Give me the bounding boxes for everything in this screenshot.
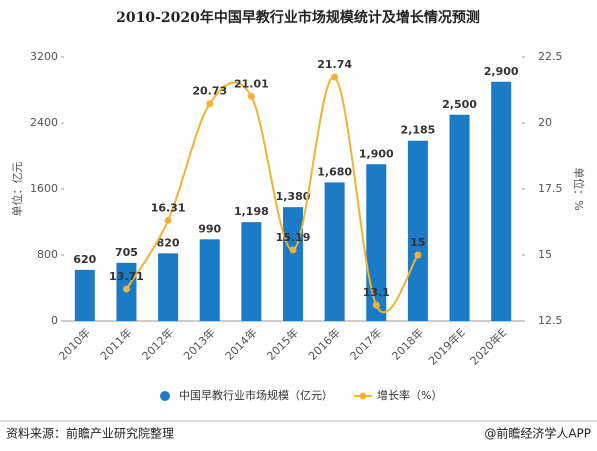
line-value-label: 20.73 xyxy=(192,85,227,98)
x-tick-label: 2011年 xyxy=(97,325,134,362)
line-value-label: 15.19 xyxy=(276,231,311,244)
y-tick-label: 1600 xyxy=(30,182,58,195)
line-point xyxy=(414,251,422,259)
bar-value-label: 620 xyxy=(73,253,96,266)
y-tick-label: 0 xyxy=(51,314,58,327)
bar xyxy=(283,207,303,321)
line-value-label: 15 xyxy=(410,236,425,249)
bar-value-label: 820 xyxy=(157,236,180,249)
bar xyxy=(199,239,220,321)
line-value-label: 21.74 xyxy=(317,58,352,71)
line-value-label: 13.71 xyxy=(109,270,144,283)
bar xyxy=(324,182,345,321)
x-tick-label: 2014年 xyxy=(222,325,259,362)
x-tick-label: 2016年 xyxy=(305,325,342,362)
line-point xyxy=(331,73,339,81)
line-point xyxy=(247,92,255,100)
bar xyxy=(158,253,179,321)
x-tick-label: 2010年 xyxy=(56,325,93,362)
bar-value-label: 1,380 xyxy=(276,190,311,203)
legend-label: 增长率（%） xyxy=(377,388,442,402)
bar-value-label: 1,680 xyxy=(317,165,352,178)
bar xyxy=(449,114,470,321)
bar-value-label: 2,900 xyxy=(484,65,519,78)
x-tick-label: 2013年 xyxy=(180,325,217,362)
bar xyxy=(366,164,387,321)
x-tick-label: 2020年E xyxy=(467,325,509,367)
source: 资料来源：前瞻产业研究院整理 xyxy=(6,426,174,441)
line-point xyxy=(372,301,380,309)
chart-title: 2010-2020年中国早教行业市场规模统计及增长情况预测 xyxy=(116,9,480,26)
x-tick-label: 2015年 xyxy=(264,325,301,362)
y2-tick-label: 17.5 xyxy=(538,182,563,195)
y2-tick-label: 22.5 xyxy=(538,50,563,63)
line-point xyxy=(122,285,130,293)
bar-value-label: 705 xyxy=(115,246,138,259)
bar-value-label: 2,500 xyxy=(442,98,477,111)
legend-swatch xyxy=(359,392,367,400)
bar xyxy=(74,269,95,321)
line-point xyxy=(206,100,214,108)
bar xyxy=(241,222,262,321)
bar xyxy=(407,140,428,321)
line-value-label: 16.31 xyxy=(151,201,186,214)
y-axis-label: 单位：亿元 xyxy=(10,162,24,217)
legend-swatch xyxy=(160,391,170,401)
bar-value-label: 1,198 xyxy=(234,205,269,218)
line-point xyxy=(164,216,172,224)
bar-value-label: 1,900 xyxy=(359,147,394,160)
bar-value-label: 2,185 xyxy=(401,124,436,137)
bar-value-label: 990 xyxy=(198,222,221,235)
y2-tick-label: 20 xyxy=(538,116,552,129)
line-point xyxy=(289,246,297,254)
x-tick-label: 2019年E xyxy=(425,325,467,367)
y2-axis-label: 单位：% xyxy=(572,167,586,210)
line-value-label: 13.1 xyxy=(363,286,390,299)
y2-tick-label: 15 xyxy=(538,248,552,261)
y2-tick-label: 12.5 xyxy=(538,314,563,327)
x-tick-label: 2018年 xyxy=(389,325,426,362)
y-tick-label: 2400 xyxy=(30,116,58,129)
x-tick-label: 2017年 xyxy=(347,325,384,362)
bar xyxy=(491,81,512,321)
x-tick-label: 2012年 xyxy=(139,325,176,362)
y-tick-label: 3200 xyxy=(30,50,58,63)
line-value-label: 21.01 xyxy=(234,77,269,90)
credit: @前瞻经济学人APP xyxy=(484,426,591,441)
legend-label: 中国早教行业市场规模（亿元） xyxy=(179,388,333,402)
y-tick-label: 800 xyxy=(37,248,58,261)
